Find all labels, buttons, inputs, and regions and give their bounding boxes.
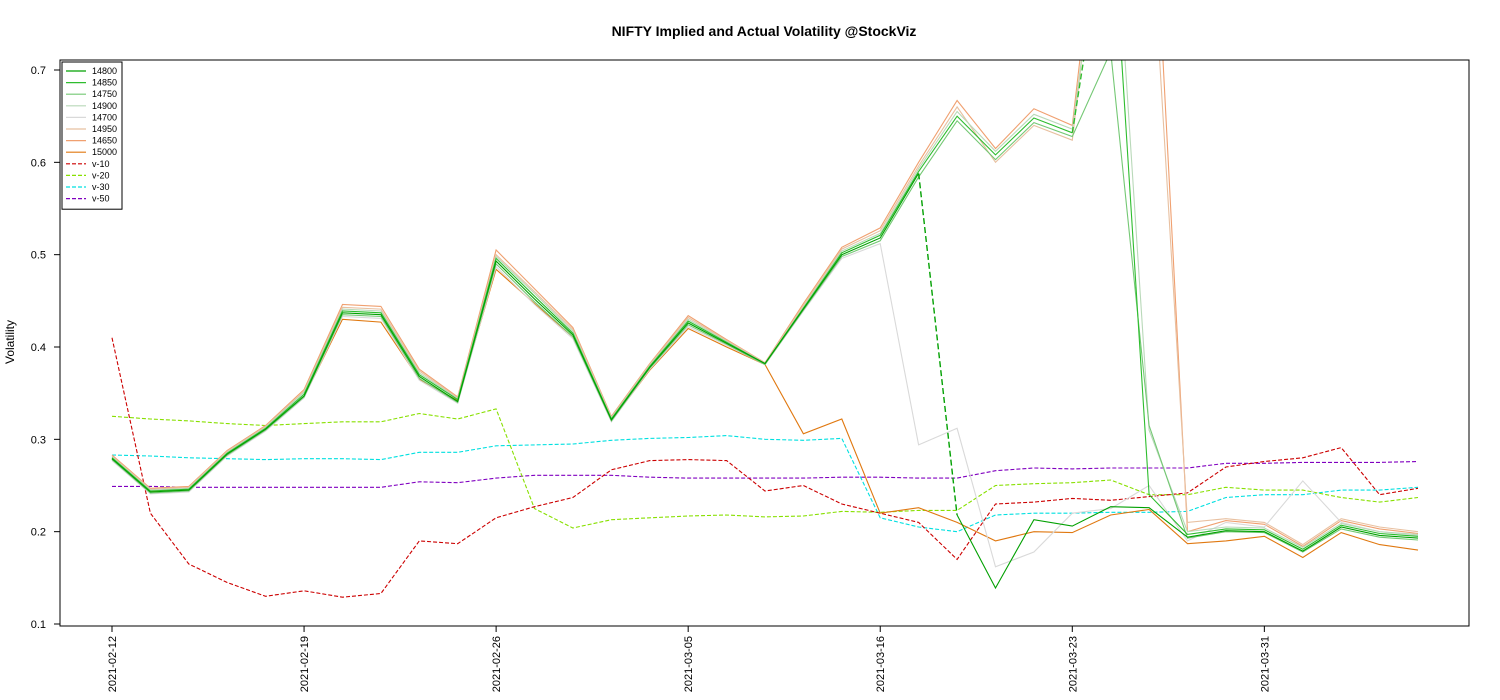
series-line-v-10 [111, 337, 1419, 598]
axes: 0.1 0.2 0.3 0.4 0.5 0.6 0.7 2021-02-12 2021-02-1… [31, 65, 1272, 692]
x-tick-label: 2021-02-26 [491, 636, 503, 692]
y-tick-label: 0.4 [31, 342, 46, 354]
drop-segment-14850 [1071, 60, 1085, 133]
series-line-14800 [111, 173, 1419, 590]
x-tick-label: 2021-02-19 [299, 636, 311, 692]
series-line-14700 [111, 242, 1419, 568]
x-tick-label: 2021-02-12 [107, 636, 119, 692]
chart-title: NIFTY Implied and Actual Volatility @Sto… [612, 23, 917, 39]
legend-label: v-10 [92, 159, 110, 169]
series-line-v-30 [111, 435, 1419, 533]
legend-box [61, 61, 123, 210]
legend-label: 14650 [92, 136, 117, 146]
legend-label: 14850 [92, 78, 117, 88]
series-line-14950 [111, 60, 1419, 546]
series-line-v-20 [111, 408, 1419, 529]
x-tick-label: 2021-03-05 [683, 636, 695, 692]
y-tick-label: 0.5 [31, 250, 46, 262]
legend-label: 14800 [92, 66, 117, 76]
legend-label: v-30 [92, 182, 110, 192]
legend-label: 14750 [92, 89, 117, 99]
legend-label: 15000 [92, 147, 117, 157]
legend-label: 14700 [92, 112, 117, 122]
legend-label: 14950 [92, 124, 117, 134]
series-layer [111, 60, 1419, 598]
series-line-14750 [111, 60, 1419, 553]
drop-segment-14800 [917, 173, 958, 516]
y-tick-label: 0.1 [31, 619, 46, 631]
plot-frame [59, 59, 1470, 627]
series-line-14650 [111, 60, 1419, 548]
x-tick-label: 2021-03-16 [875, 636, 887, 692]
y-tick-label: 0.2 [31, 527, 46, 539]
legend-label: v-20 [92, 170, 110, 180]
x-tick-label: 2021-03-31 [1259, 636, 1271, 692]
series-line-14850 [111, 60, 1419, 550]
y-tick-label: 0.3 [31, 434, 46, 446]
legend-label: 14900 [92, 101, 117, 111]
series-line-14900 [111, 60, 1419, 549]
series-line-v-50 [112, 460, 1419, 488]
y-axis-label: Volatility [3, 320, 17, 364]
y-tick-label: 0.6 [31, 157, 46, 169]
x-tick-label: 2021-03-23 [1067, 636, 1079, 692]
legend-label: v-50 [92, 194, 110, 204]
series-line-15000 [111, 268, 1419, 559]
y-tick-label: 0.7 [31, 65, 46, 77]
